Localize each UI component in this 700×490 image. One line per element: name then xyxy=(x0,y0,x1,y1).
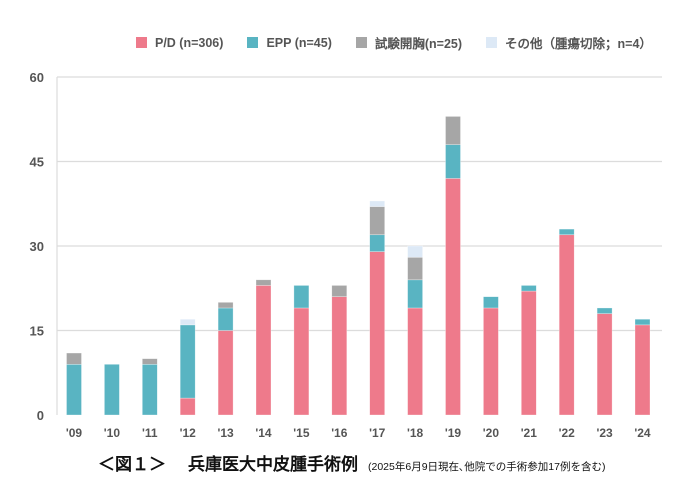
bar-segment xyxy=(520,285,537,292)
bar-segment xyxy=(445,144,461,179)
x-tick-label: '23 xyxy=(596,426,613,440)
bar-segment xyxy=(407,245,423,258)
x-tick-label: '11 xyxy=(142,426,158,440)
y-tick-label: 0 xyxy=(37,408,44,423)
bar-segment xyxy=(331,285,348,297)
x-tick-label: '18 xyxy=(407,426,424,440)
x-tick-label: '15 xyxy=(293,426,310,440)
x-tick-label: '24 xyxy=(634,426,651,440)
legend-label: その他（腫瘍切除；n=4） xyxy=(505,37,652,51)
x-tick-label: '22 xyxy=(559,426,576,440)
bar-segment xyxy=(369,234,386,252)
x-tick-label: '09 xyxy=(66,426,83,440)
bar-segment xyxy=(293,285,310,309)
bar-segment xyxy=(104,363,120,416)
bar-segment xyxy=(445,116,461,145)
figure-label: ＜図１＞ xyxy=(98,455,166,474)
bar-segment xyxy=(483,307,499,416)
bar-segment xyxy=(66,352,82,365)
bar-segment xyxy=(445,178,461,416)
x-tick-label: '10 xyxy=(104,426,121,440)
legend-item: その他（腫瘍切除；n=4） xyxy=(486,33,652,52)
bar-segment xyxy=(369,206,386,236)
bar-segment xyxy=(179,324,196,399)
bar-segment xyxy=(634,318,651,326)
legend-label: EPP (n=45) xyxy=(266,35,332,50)
bar-segment xyxy=(293,307,310,416)
bar-segment xyxy=(369,251,386,416)
bar-segment xyxy=(331,296,348,416)
chart-caption: ＜図１＞ 兵庫医大中皮腫手術例 (2025年6月9日現在､他院での手術参加17例を含… xyxy=(98,450,605,475)
bar-segment xyxy=(407,307,423,416)
x-tick-label: '16 xyxy=(331,426,348,440)
legend-swatch xyxy=(355,37,367,48)
bar-segment xyxy=(483,296,499,309)
bar-segment xyxy=(217,330,234,416)
chart-subtitle: (2025年6月9日現在､他院での手術参加17例を含む) xyxy=(368,461,606,473)
bar-segment xyxy=(558,228,575,236)
bar-segment xyxy=(596,313,613,416)
bar-segment xyxy=(66,363,82,416)
legend-item: EPP (n=45) xyxy=(247,33,332,52)
bar-segment xyxy=(179,397,196,416)
y-tick-label: 60 xyxy=(30,70,44,85)
bar-segment xyxy=(407,256,423,281)
legend-swatch xyxy=(486,37,498,48)
bar-segment xyxy=(217,302,234,309)
bar-segment xyxy=(217,307,234,331)
legend-swatch xyxy=(136,37,147,48)
y-tick-label: 30 xyxy=(30,239,44,254)
bar-segment xyxy=(142,363,158,416)
legend: P/D (n=306) EPP (n=45) 試験開胸(n=25) その他（腫瘍切除；… xyxy=(136,33,676,52)
bar-segment xyxy=(596,307,613,314)
x-tick-label: '12 xyxy=(180,426,197,440)
bar-segment xyxy=(407,279,423,309)
x-tick-label: '20 xyxy=(483,426,500,440)
legend-label: P/D (n=306) xyxy=(155,35,224,50)
x-tick-label: '19 xyxy=(445,426,462,440)
bar-segment xyxy=(179,318,196,326)
bar-segment xyxy=(255,285,272,416)
y-tick-label: 45 xyxy=(30,155,44,170)
bar-segment xyxy=(369,200,386,207)
x-tick-label: '21 xyxy=(521,426,538,440)
bar-segment xyxy=(142,358,158,365)
y-tick-label: 15 xyxy=(30,324,44,339)
chart-title: 兵庫医大中皮腫手術例 xyxy=(188,455,358,474)
bar-segment xyxy=(558,234,575,416)
x-tick-label: '13 xyxy=(217,426,234,440)
legend-label: 試験開胸(n=25) xyxy=(374,37,463,51)
bar-segment xyxy=(255,279,272,286)
x-tick-label: '14 xyxy=(255,426,272,440)
legend-swatch xyxy=(247,37,259,48)
bar-segment xyxy=(520,290,537,416)
legend-item: P/D (n=306) xyxy=(136,33,223,52)
bar-segment xyxy=(634,324,651,416)
legend-item: 試験開胸(n=25) xyxy=(355,33,463,52)
x-tick-label: '17 xyxy=(369,426,386,440)
